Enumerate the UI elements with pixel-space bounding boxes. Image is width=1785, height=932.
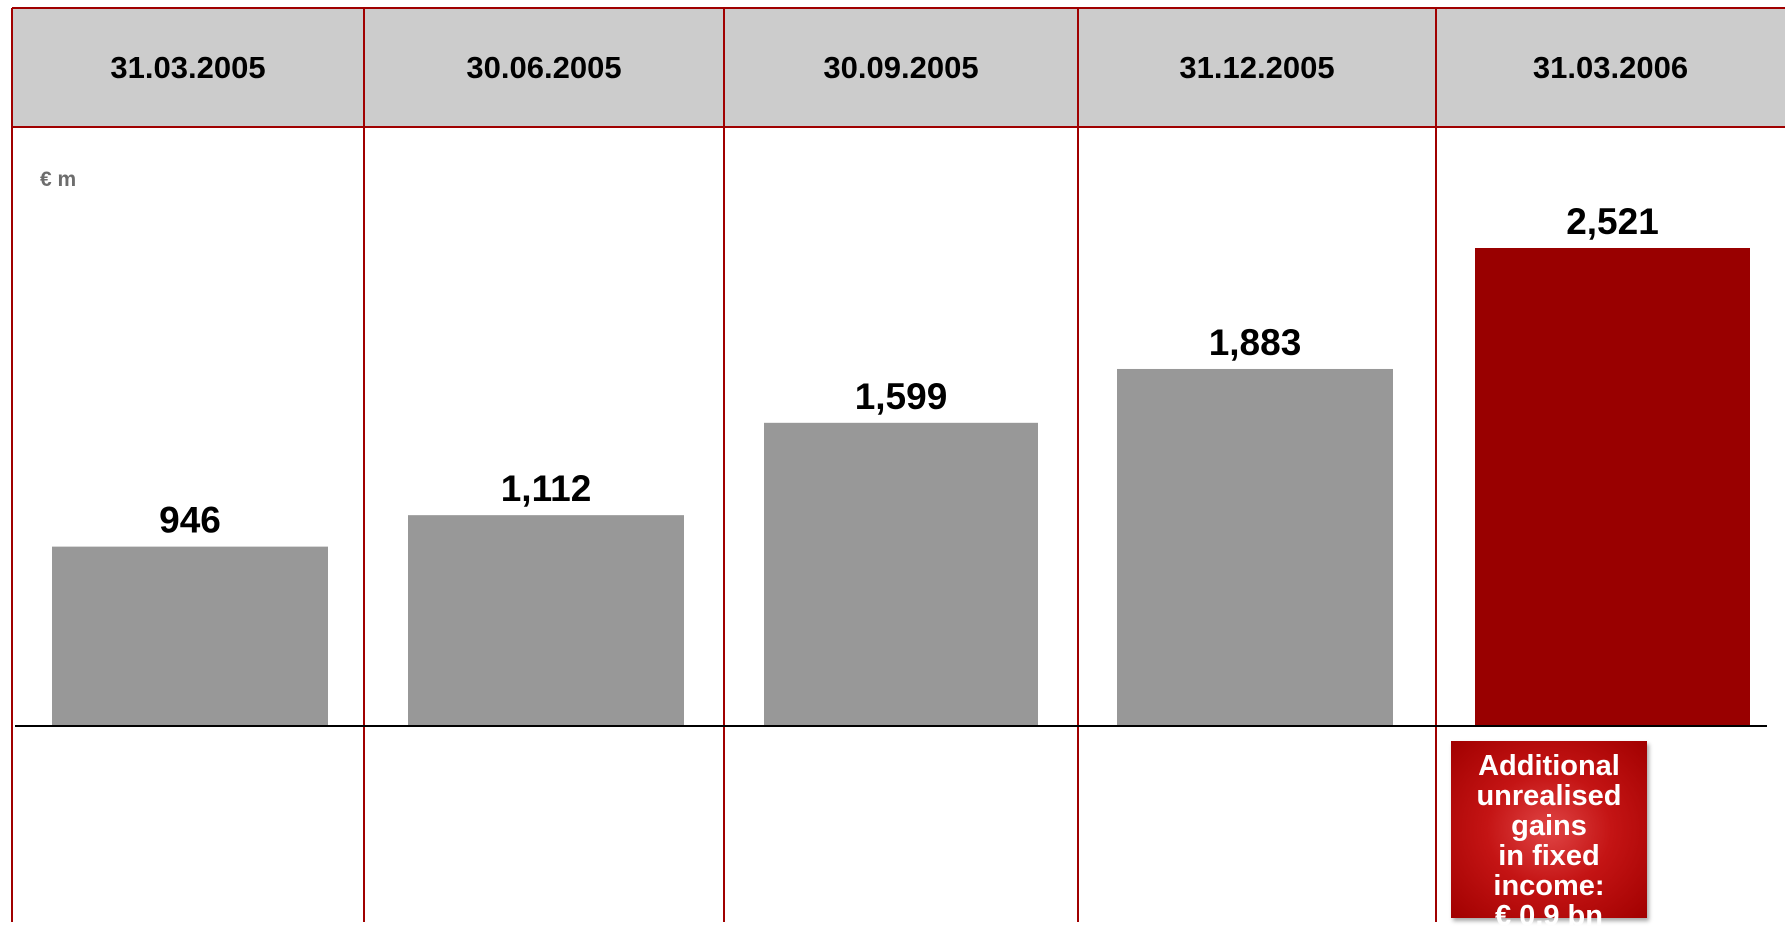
bar-3 bbox=[764, 422, 1038, 726]
column-header-3: 30.09.2005 bbox=[823, 50, 978, 85]
column-header-2: 30.06.2005 bbox=[466, 50, 621, 85]
value-label-2: 1,112 bbox=[501, 468, 592, 509]
value-label-5: 2,521 bbox=[1566, 201, 1659, 242]
column-header-4: 31.12.2005 bbox=[1179, 50, 1334, 85]
column-header-1: 31.03.2005 bbox=[110, 50, 265, 85]
bar-1 bbox=[52, 546, 328, 726]
column-header-5: 31.03.2006 bbox=[1533, 50, 1688, 85]
value-label-1: 946 bbox=[159, 500, 221, 541]
unrealised-gains-callout: Additional unrealised gains in fixed inc… bbox=[1451, 741, 1647, 931]
header-band bbox=[12, 8, 1785, 127]
bar-4 bbox=[1117, 368, 1393, 726]
callout-line-2: unrealised gains bbox=[1476, 780, 1622, 842]
callout-line-4: € 0.9 bn bbox=[1495, 900, 1603, 932]
callout-line-1: Additional bbox=[1478, 750, 1620, 782]
value-label-4: 1,883 bbox=[1209, 322, 1302, 363]
value-label-3: 1,599 bbox=[855, 376, 948, 417]
bar-5 bbox=[1475, 248, 1750, 726]
unit-label: € m bbox=[40, 168, 76, 191]
bar-2 bbox=[408, 515, 684, 726]
callout-line-3: in fixed income: bbox=[1493, 840, 1605, 902]
